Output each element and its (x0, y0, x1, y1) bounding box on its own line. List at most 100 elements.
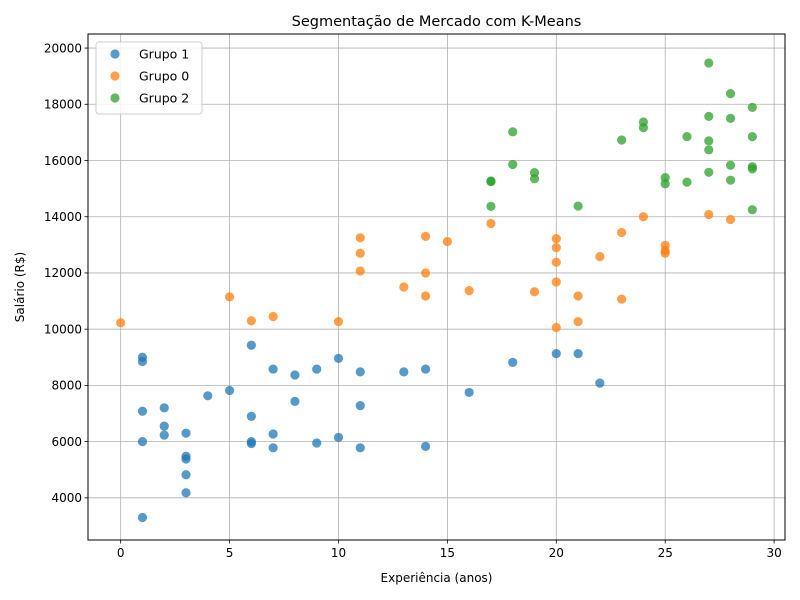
data-point (181, 470, 191, 480)
x-tick-label: 10 (331, 546, 346, 560)
data-point (355, 401, 365, 411)
data-point (551, 257, 561, 267)
y-axis-label: Salário (R$) (13, 252, 27, 322)
data-point (159, 430, 169, 440)
data-point (747, 205, 757, 215)
data-point (551, 349, 561, 359)
data-point (595, 378, 605, 388)
y-tick-label: 4000 (51, 491, 82, 505)
legend-marker (110, 93, 120, 103)
data-point (224, 292, 235, 302)
data-point (617, 227, 627, 238)
data-point (246, 316, 256, 326)
data-point (747, 132, 757, 142)
y-tick-label: 10000 (44, 322, 82, 336)
data-point (333, 432, 344, 442)
data-point (312, 438, 322, 448)
series-grupo-0 (116, 209, 736, 333)
data-point (203, 391, 213, 401)
data-point (312, 364, 322, 374)
y-tick-label: 12000 (44, 266, 82, 280)
data-point (638, 123, 649, 133)
legend-marker (110, 71, 120, 81)
data-point (333, 316, 344, 327)
data-point (660, 179, 670, 189)
data-point (704, 111, 714, 121)
data-point (682, 132, 692, 142)
data-point (638, 212, 649, 222)
data-point (421, 231, 431, 241)
data-point (573, 201, 583, 211)
data-point (486, 201, 496, 211)
data-point (268, 429, 278, 439)
data-point (682, 177, 692, 187)
data-point (355, 248, 365, 258)
data-point (660, 248, 670, 258)
data-point (508, 357, 518, 367)
data-point (116, 318, 126, 328)
data-point (355, 266, 365, 276)
data-point (725, 113, 736, 123)
y-tick-label: 16000 (44, 154, 82, 168)
y-tick-label: 6000 (51, 435, 82, 449)
data-point (486, 176, 496, 187)
data-point (508, 127, 518, 137)
legend-marker (110, 49, 120, 59)
data-point (137, 512, 148, 523)
data-point (704, 209, 714, 220)
data-point (268, 443, 278, 453)
data-point (529, 174, 540, 184)
data-point (137, 356, 148, 367)
chart-title: Segmentação de Mercado com K-Means (292, 14, 582, 30)
y-tick-label: 8000 (51, 379, 82, 393)
data-point (551, 322, 561, 333)
plot-frame (87, 33, 786, 541)
y-tick-label: 18000 (44, 98, 82, 112)
axis-ticks: 0 5 10 15 20 25 30 4000 6000 8000 10000 12000 14000 1… (44, 41, 782, 560)
legend-label: Grupo 0 (139, 69, 189, 84)
data-point (181, 488, 191, 498)
legend-label: Grupo 1 (139, 47, 189, 62)
data-point (617, 135, 627, 145)
data-point (747, 102, 757, 112)
data-point (617, 294, 627, 304)
data-point (290, 396, 300, 407)
data-point (704, 145, 714, 155)
data-point (399, 367, 409, 377)
series-grupo-1 (137, 340, 605, 523)
data-point (551, 243, 561, 253)
data-point (704, 167, 714, 177)
data-point (464, 387, 474, 398)
data-point (268, 311, 278, 322)
data-point (725, 175, 736, 185)
data-point (421, 291, 431, 301)
data-points (116, 58, 757, 523)
data-point (159, 403, 169, 413)
legend-label: Grupo 2 (139, 91, 189, 106)
data-point (725, 88, 736, 99)
data-point (181, 428, 191, 438)
series-grupo-2 (486, 58, 757, 215)
y-tick-label: 14000 (44, 210, 82, 224)
data-point (355, 443, 365, 453)
data-point (725, 214, 736, 225)
data-point (268, 364, 278, 374)
data-point (704, 136, 714, 146)
x-tick-label: 15 (440, 546, 455, 560)
data-point (421, 441, 431, 451)
data-point (508, 159, 518, 170)
data-point (464, 286, 474, 296)
data-point (573, 316, 583, 327)
data-point (290, 370, 300, 380)
legend: Grupo 1 Grupo 0 Grupo 2 (95, 41, 203, 115)
data-point (704, 58, 714, 68)
data-point (573, 291, 583, 301)
x-tick-label: 20 (549, 546, 564, 560)
data-point (551, 234, 561, 244)
data-point (551, 277, 561, 287)
data-point (137, 437, 148, 447)
data-point (224, 385, 235, 396)
data-point (573, 349, 583, 359)
x-tick-label: 5 (226, 546, 234, 560)
